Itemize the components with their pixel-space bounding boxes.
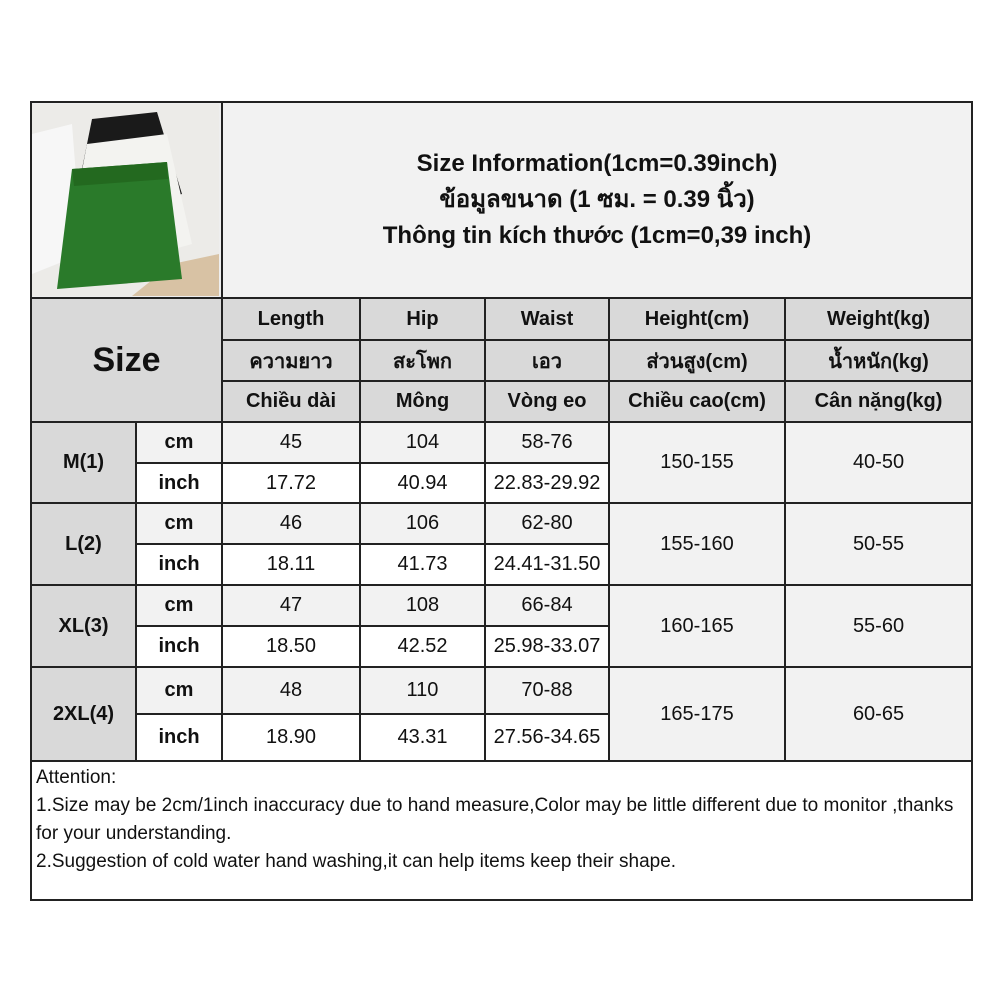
waist-cm: 70-88 (484, 666, 610, 715)
waist-cm: 66-84 (484, 584, 610, 627)
hip-cm: 110 (359, 666, 486, 715)
notes-heading: Attention: (36, 767, 117, 788)
note-1: 1.Size may be 2cm/1inch inaccuracy due t… (36, 795, 954, 844)
unit-inch: inch (135, 543, 223, 586)
length-inch: 18.50 (221, 625, 361, 668)
length-inch: 18.11 (221, 543, 361, 586)
hip-inch: 43.31 (359, 713, 486, 762)
unit-inch: inch (135, 713, 223, 762)
table-row-inch: inch 18.11 41.73 24.41-31.50 (31, 543, 972, 586)
waist-inch: 25.98-33.07 (484, 625, 610, 668)
product-photo-green-shorts-icon (33, 104, 219, 296)
length-cm: 48 (221, 666, 361, 715)
size-cell: XL(3) (30, 584, 137, 668)
hip-inch: 41.73 (359, 543, 486, 586)
header-length: Length (221, 297, 361, 341)
waist-inch: 24.41-31.50 (484, 543, 610, 586)
length-inch: 18.90 (221, 713, 361, 762)
waist-inch: 27.56-34.65 (484, 713, 610, 762)
title-english: Size Information(1cm=0.39inch) (416, 150, 778, 177)
header-height-vi: Chiều cao(cm) (608, 380, 786, 423)
header-waist-vi: Vòng eo (484, 380, 610, 423)
size-chart-table: Size Information(1cm=0.39inch) ข้อมูลขนา… (29, 101, 974, 901)
length-inch: 17.72 (221, 462, 361, 504)
height-range: 160-165 (608, 584, 786, 668)
table-row-cm: XL(3) cm 47 108 66-84 160-165 55-60 (30, 584, 974, 668)
table-row-cm: 2XL(4) cm 48 110 70-88 165-175 60-65 (30, 666, 974, 762)
header-length-vi: Chiều dài (221, 380, 361, 423)
size-cell: M(1) (30, 421, 137, 504)
header-weight: Weight(kg) (783, 297, 974, 341)
attention-notes: Attention: 1.Size may be 2cm/1inch inacc… (29, 760, 974, 901)
length-cm: 46 (221, 502, 361, 545)
weight-range: 50-55 (783, 502, 974, 586)
hip-inch: 42.52 (359, 625, 486, 668)
title-vietnamese: Thông tin kích thước (1cm=0,39 inch) (382, 222, 812, 249)
size-cell: L(2) (30, 502, 137, 586)
header-hip: Hip (359, 297, 486, 341)
header-hip-thai: สะโพก (359, 339, 486, 382)
table-row-inch: inch 18.90 43.31 27.56-34.65 (31, 713, 972, 762)
size-header: Size (30, 297, 223, 423)
header-waist-thai: เอว (484, 339, 610, 382)
size-info-title: Size Information(1cm=0.39inch) ข้อมูลขนา… (220, 101, 974, 299)
header-height-thai: ส่วนสูง(cm) (608, 339, 786, 382)
hip-inch: 40.94 (359, 462, 486, 504)
hip-cm: 106 (359, 502, 486, 545)
header-length-thai: ความยาว (221, 339, 361, 382)
waist-cm: 58-76 (484, 421, 610, 464)
size-cell: 2XL(4) (30, 666, 137, 762)
unit-inch: inch (135, 625, 223, 668)
length-cm: 47 (221, 584, 361, 627)
height-range: 150-155 (608, 421, 786, 504)
hip-cm: 108 (359, 584, 486, 627)
table-row-cm: M(1) cm 45 104 58-76 150-155 40-50 (30, 421, 974, 504)
length-cm: 45 (221, 421, 361, 464)
table-row-inch: inch 18.50 42.52 25.98-33.07 (31, 625, 972, 668)
header-height: Height(cm) (608, 297, 786, 341)
height-range: 155-160 (608, 502, 786, 586)
table-row-inch: inch 17.72 40.94 22.83-29.92 (31, 462, 972, 504)
unit-cm: cm (135, 502, 223, 545)
weight-range: 55-60 (783, 584, 974, 668)
unit-cm: cm (135, 666, 223, 715)
note-2: 2.Suggestion of cold water hand washing,… (36, 851, 677, 872)
header-weight-thai: น้ำหนัก(kg) (783, 339, 974, 382)
unit-cm: cm (135, 584, 223, 627)
table-row-cm: L(2) cm 46 106 62-80 155-160 50-55 (30, 502, 974, 586)
header-waist: Waist (484, 297, 610, 341)
header-hip-vi: Mông (359, 380, 486, 423)
header-weight-vi: Cân nặng(kg) (783, 380, 974, 423)
product-photo (30, 101, 223, 299)
weight-range: 40-50 (783, 421, 974, 504)
unit-inch: inch (135, 462, 223, 504)
unit-cm: cm (135, 421, 223, 464)
waist-inch: 22.83-29.92 (484, 462, 610, 504)
title-thai: ข้อมูลขนาด (1 ซม. = 0.39 นิ้ว) (439, 186, 755, 213)
weight-range: 60-65 (783, 666, 974, 762)
hip-cm: 104 (359, 421, 486, 464)
height-range: 165-175 (608, 666, 786, 762)
waist-cm: 62-80 (484, 502, 610, 545)
